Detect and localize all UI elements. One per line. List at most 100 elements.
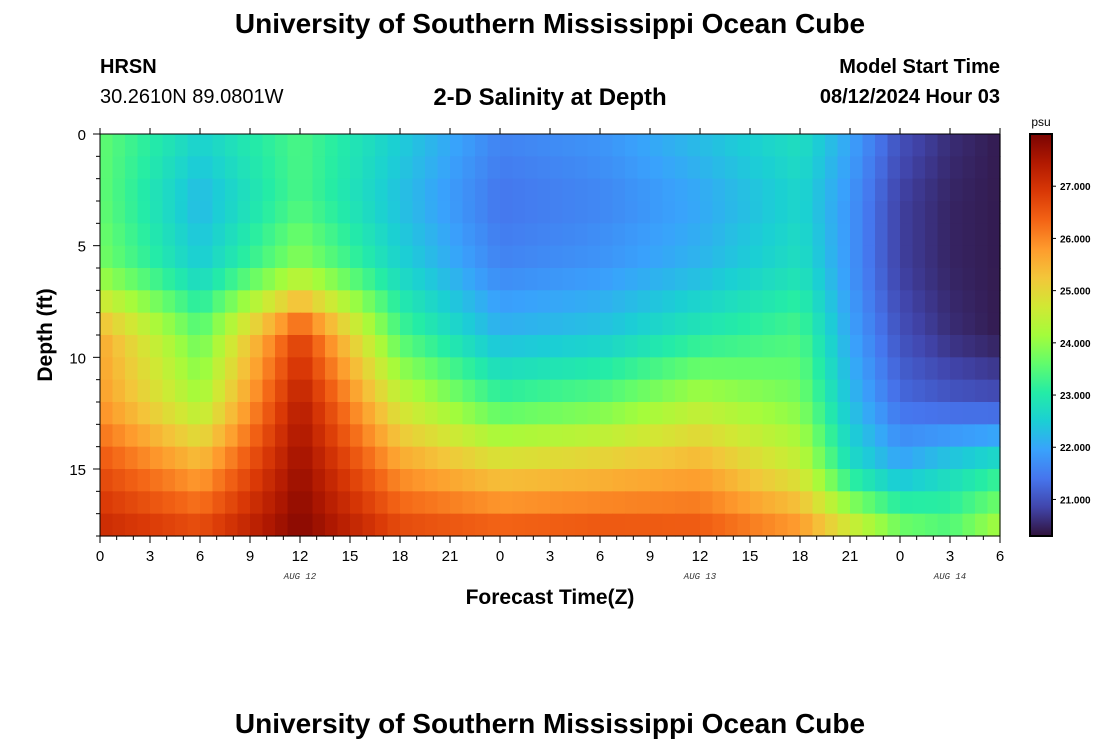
heatmap-cell: [725, 513, 739, 537]
heatmap-cell: [762, 446, 776, 470]
heatmap-cell: [887, 424, 901, 448]
heatmap-cell: [462, 312, 476, 336]
heatmap-cell: [212, 446, 226, 470]
heatmap-cell: [587, 156, 601, 180]
heatmap-cell: [412, 312, 426, 336]
heatmap-cell: [500, 223, 514, 247]
heatmap-cell: [962, 402, 976, 425]
heatmap-cell: [950, 513, 964, 537]
heatmap-cell: [400, 245, 414, 269]
heatmap-cell: [675, 379, 689, 403]
heatmap-cell: [437, 335, 451, 358]
heatmap-cell: [975, 268, 989, 291]
heatmap-cell: [837, 379, 851, 403]
heatmap-cell: [812, 156, 826, 180]
heatmap-cell: [225, 290, 239, 314]
heatmap-cell: [212, 357, 226, 381]
heatmap-cell: [737, 513, 751, 537]
heatmap-cell: [112, 424, 126, 448]
heatmap-cell: [537, 491, 551, 515]
heatmap-cell: [687, 379, 701, 403]
heatmap-cell: [950, 178, 964, 202]
heatmap-cell: [375, 245, 389, 269]
heatmap-cell: [175, 424, 189, 448]
heatmap-cell: [250, 424, 264, 448]
heatmap-cell: [675, 134, 689, 157]
heatmap-cell: [825, 335, 839, 358]
heatmap-cell: [337, 223, 351, 247]
heatmap-cell: [450, 156, 464, 180]
heatmap-cell: [237, 245, 251, 269]
heatmap-cell: [125, 469, 139, 492]
heatmap-cell: [150, 134, 164, 157]
heatmap-cell: [100, 402, 114, 425]
heatmap-cell: [725, 312, 739, 336]
heatmap-cell: [625, 402, 639, 425]
heatmap-cell: [337, 469, 351, 492]
heatmap-cell: [537, 178, 551, 202]
heatmap-cell: [300, 223, 314, 247]
heatmap-cell: [625, 245, 639, 269]
heatmap-cell: [887, 513, 901, 537]
heatmap-cell: [112, 201, 126, 224]
heatmap-cell: [750, 424, 764, 448]
colorbar-tick-label: 21.000: [1060, 495, 1091, 506]
heatmap-cell: [362, 268, 376, 291]
heatmap-cell: [325, 156, 339, 180]
heatmap-cell: [287, 178, 301, 202]
heatmap-cell: [250, 223, 264, 247]
heatmap-cell: [400, 268, 414, 291]
heatmap-cell: [937, 156, 951, 180]
heatmap-cell: [837, 178, 851, 202]
heatmap-cell: [550, 402, 564, 425]
heatmap-cell: [300, 491, 314, 515]
heatmap-cell: [350, 402, 364, 425]
x-axis: 0 3 6 9 12 15 18 21 0 3 6 9 12 15 18 21 0 3 6 AUG 12 AUG 13 A…: [96, 128, 1004, 582]
heatmap-cell: [937, 312, 951, 336]
heatmap-cell: [912, 513, 926, 537]
heatmap-cell: [150, 245, 164, 269]
heatmap-cell: [737, 290, 751, 314]
heatmap-cell: [812, 513, 826, 537]
heatmap-cell: [625, 446, 639, 470]
heatmap-cell: [812, 491, 826, 515]
heatmap-cell: [800, 446, 814, 470]
heatmap-cell: [125, 446, 139, 470]
heatmap-cell: [237, 491, 251, 515]
heatmap-cell: [387, 335, 401, 358]
heatmap-cell: [562, 290, 576, 314]
heatmap-cell: [275, 357, 289, 381]
heatmap-cell: [700, 223, 714, 247]
heatmap-cell: [362, 223, 376, 247]
heatmap-cell: [250, 134, 264, 157]
heatmap-cell: [525, 178, 539, 202]
heatmap-cell: [225, 469, 239, 492]
heatmap-cell: [425, 134, 439, 157]
heatmap-cell: [800, 424, 814, 448]
heatmap-cell: [962, 491, 976, 515]
heatmap-cell: [437, 424, 451, 448]
heatmap-cell: [500, 290, 514, 314]
heatmap-cell: [700, 312, 714, 336]
heatmap-cell: [650, 446, 664, 470]
heatmap-cell: [587, 290, 601, 314]
heatmap-cell: [812, 312, 826, 336]
heatmap-cell: [312, 335, 326, 358]
heatmap-cell: [562, 335, 576, 358]
heatmap-cell: [462, 357, 476, 381]
heatmap-cell: [400, 446, 414, 470]
heatmap-cell: [100, 379, 114, 403]
y-axis-label: Depth (ft): [34, 288, 57, 381]
heatmap-cell: [837, 357, 851, 381]
heatmap-cell: [400, 223, 414, 247]
heatmap-cell: [350, 223, 364, 247]
heatmap-cell: [750, 513, 764, 537]
heatmap-cell: [262, 513, 276, 537]
heatmap-cell: [112, 290, 126, 314]
heatmap-cell: [137, 312, 151, 336]
heatmap-cell: [300, 402, 314, 425]
heatmap-cell: [875, 469, 889, 492]
heatmap-cell: [275, 424, 289, 448]
heatmap-cell: [225, 379, 239, 403]
heatmap-cell: [450, 290, 464, 314]
